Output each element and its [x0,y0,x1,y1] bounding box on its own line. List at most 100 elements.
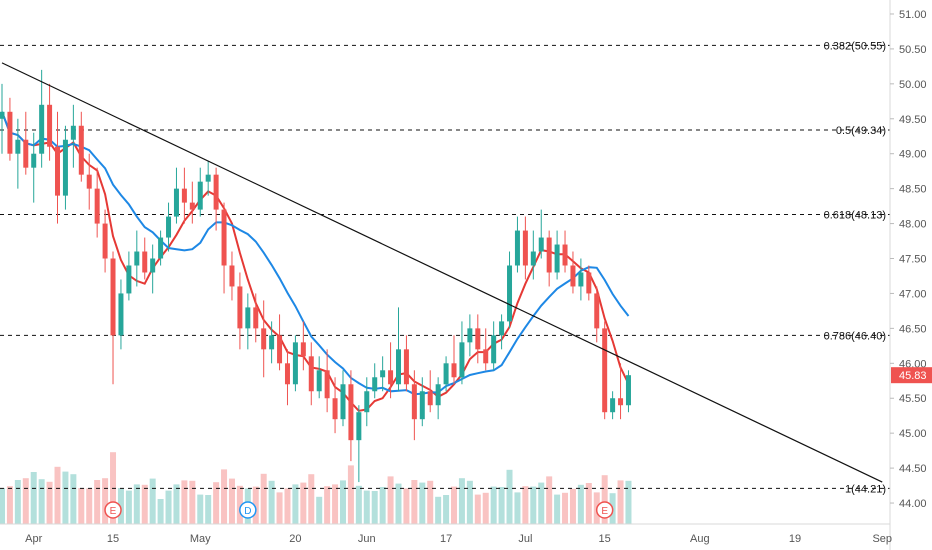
volume-bar [284,488,291,524]
candle-body [514,230,520,266]
price-tick-label: 50.00 [899,79,927,91]
time-axis[interactable]: Apr 15 May 20 Jun 17 Jul 15 Aug 19 Sep [25,533,892,545]
candle-body [0,111,5,119]
candlesticks [0,69,631,483]
volume-bar [530,486,537,524]
volume-bar [276,492,283,524]
volume-bar [427,480,434,524]
volume-bar [546,476,553,524]
volume-bar [221,469,228,524]
volume-bar [22,478,29,524]
price-axis[interactable]: 51.00 50.50 50.00 49.50 49.00 48.50 48.00 47.50… [890,9,927,510]
candle-body [102,223,108,259]
moving-averages [1,111,630,412]
volume-bar [387,476,394,524]
candle-body [126,265,132,294]
volume-bar [205,495,212,524]
candle-body [578,272,584,287]
candle-body [522,230,528,266]
volume-bar [149,478,156,524]
candle-body [94,188,100,224]
event-marker-label: E [110,506,117,517]
candle-body [618,398,624,406]
volume-bar [236,485,243,524]
volume-bar [554,494,561,524]
candle-body [451,363,457,378]
time-tick-label: Apr [25,533,42,545]
volume-bar [46,481,53,524]
price-tick-label: 44.00 [899,498,927,510]
volume-bar [102,478,109,524]
volume-bar [538,482,545,524]
candle-body [158,237,164,259]
candle-body [499,321,505,336]
candle-body [356,412,362,441]
volume-bar [228,478,235,524]
candle-body [372,377,378,392]
candle-body [221,209,227,266]
price-tick-label: 47.00 [899,288,927,300]
volume-bar [94,480,101,524]
time-tick-label: 15 [107,533,119,545]
volume-bar [363,490,370,524]
candle-body [253,307,259,329]
volume-bar [157,499,164,524]
candle-body [118,293,124,336]
time-tick-label: 15 [599,533,611,545]
candle-body [78,125,84,175]
candle-body [308,356,314,392]
volume-bar [577,484,584,524]
time-tick-label: 20 [289,533,301,545]
volume-bar [189,480,196,524]
volume-bar [181,480,188,524]
candle-body [475,328,481,350]
time-tick-label: Sep [872,533,892,545]
volume-bar [62,471,69,524]
volume-bar [173,484,180,524]
price-tick-label: 45.50 [899,393,927,405]
candle-body [562,244,568,266]
volume-bar [347,465,354,524]
last-price-label: 45.83 [891,367,932,384]
time-tick-label: May [190,533,211,545]
candle-body [427,391,433,406]
volume-bar [252,486,259,524]
candle-body [530,251,536,266]
price-tick-label: 48.00 [899,219,927,231]
candle-body [403,349,409,385]
time-tick-label: Aug [690,533,710,545]
candle-body [594,293,600,329]
volume-bar [522,486,529,524]
volume-bars [0,452,632,524]
event-marker-label: E [601,506,608,517]
volume-bar [482,492,489,524]
candle-body [269,335,275,350]
volume-bar [443,495,450,524]
volume-bar [458,478,465,524]
candle-body [610,398,616,413]
volume-bar [38,479,45,524]
volume-bar [30,472,37,524]
volume-bar [466,480,473,524]
volume-bar [490,486,497,524]
event-marker [595,501,614,519]
volume-bar [316,496,323,524]
volume-bar [355,485,362,524]
volume-bar [260,473,267,524]
volume-bar [379,487,386,524]
volume-bar [292,484,299,524]
candle-body [380,370,386,378]
trendline [1,62,883,483]
volume-bar [308,474,315,524]
volume-bar [506,469,513,524]
candle-body [86,174,92,189]
volume-bar [601,475,608,524]
event-marker-label: D [244,506,251,517]
candle-body [554,244,560,273]
volume-bar [70,474,77,524]
candle-body [435,384,441,406]
candle-body [538,237,544,252]
candle-body [7,111,13,154]
